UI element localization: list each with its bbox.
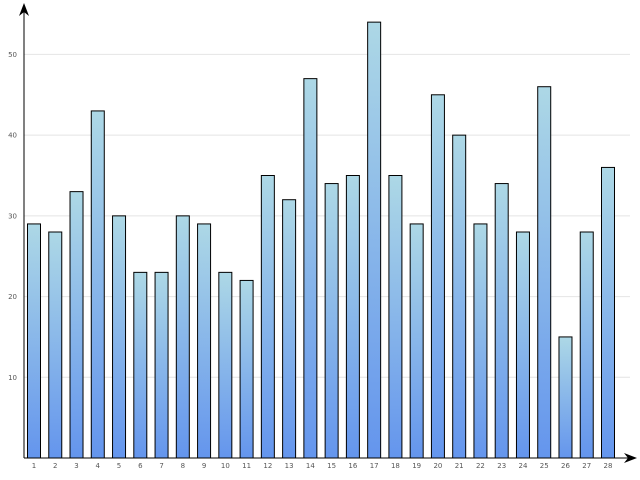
x-tick-label: 13 [285, 462, 294, 470]
x-tick-label: 24 [518, 462, 527, 470]
y-tick-label: 10 [8, 374, 17, 382]
x-tick-label: 18 [391, 462, 400, 470]
x-tick-label: 7 [159, 462, 163, 470]
bar-27 [579, 231, 594, 459]
x-tick-labels: 1 2 3 4 5 6 7 8 9 10 11 12 13 14 15 16 17 18 19 20 21 22 23 24 2… [32, 462, 613, 470]
x-tick-label: 16 [348, 462, 357, 470]
bar-12 [260, 175, 275, 459]
bar-2 [48, 231, 63, 459]
x-tick-label: 21 [455, 462, 464, 470]
x-tick-label: 10 [221, 462, 230, 470]
bar-8 [175, 215, 190, 459]
bar-11 [239, 279, 254, 459]
x-tick-label: 9 [202, 462, 206, 470]
bar-5 [112, 215, 127, 459]
y-tick-label: 50 [8, 51, 17, 59]
bar-19 [409, 223, 424, 459]
bar-21 [452, 134, 467, 459]
bar-22 [473, 223, 488, 459]
bar-3 [69, 191, 84, 459]
bar-6 [133, 271, 148, 459]
x-tick-label: 11 [242, 462, 251, 470]
axes [19, 3, 637, 463]
x-tick-label: 20 [433, 462, 442, 470]
x-tick-label: 15 [327, 462, 336, 470]
bar-24 [515, 231, 530, 459]
y-tick-label: 30 [8, 212, 17, 220]
bar-13 [282, 199, 297, 459]
x-tick-label: 1 [32, 462, 36, 470]
y-tick-label: 40 [8, 132, 17, 140]
bar-15 [324, 183, 339, 459]
x-tick-label: 4 [96, 462, 101, 470]
x-tick-label: 22 [476, 462, 485, 470]
bar-16 [345, 175, 360, 459]
x-tick-label: 8 [181, 462, 185, 470]
x-tick-label: 12 [263, 462, 272, 470]
x-tick-label: 26 [561, 462, 570, 470]
bar-4 [90, 110, 105, 459]
x-tick-label: 2 [53, 462, 57, 470]
x-tick-label: 19 [412, 462, 421, 470]
x-axis-arrow-icon [624, 453, 637, 463]
bar-9 [197, 223, 212, 459]
x-tick-label: 17 [370, 462, 379, 470]
bar-23 [494, 183, 509, 459]
x-tick-label: 28 [604, 462, 613, 470]
y-axis-arrow-icon [19, 3, 29, 16]
bar-25 [537, 86, 552, 459]
bar-28 [601, 166, 615, 459]
bar-1 [27, 223, 41, 459]
bar-14 [303, 78, 318, 459]
x-tick-label: 14 [306, 462, 315, 470]
x-tick-label: 25 [540, 462, 549, 470]
bar-7 [154, 271, 169, 459]
x-tick-label: 3 [74, 462, 78, 470]
bar-20 [430, 94, 445, 459]
x-tick-label: 27 [582, 462, 591, 470]
bar-26 [558, 336, 573, 459]
bars [27, 21, 615, 459]
y-tick-labels: 10 20 30 40 50 [8, 51, 17, 382]
x-tick-label: 5 [117, 462, 121, 470]
x-tick-label: 6 [138, 462, 143, 470]
bar-17 [367, 21, 382, 459]
x-tick-label: 23 [497, 462, 506, 470]
y-tick-label: 20 [8, 293, 17, 301]
bar-10 [218, 271, 233, 459]
bar-18 [388, 175, 403, 459]
